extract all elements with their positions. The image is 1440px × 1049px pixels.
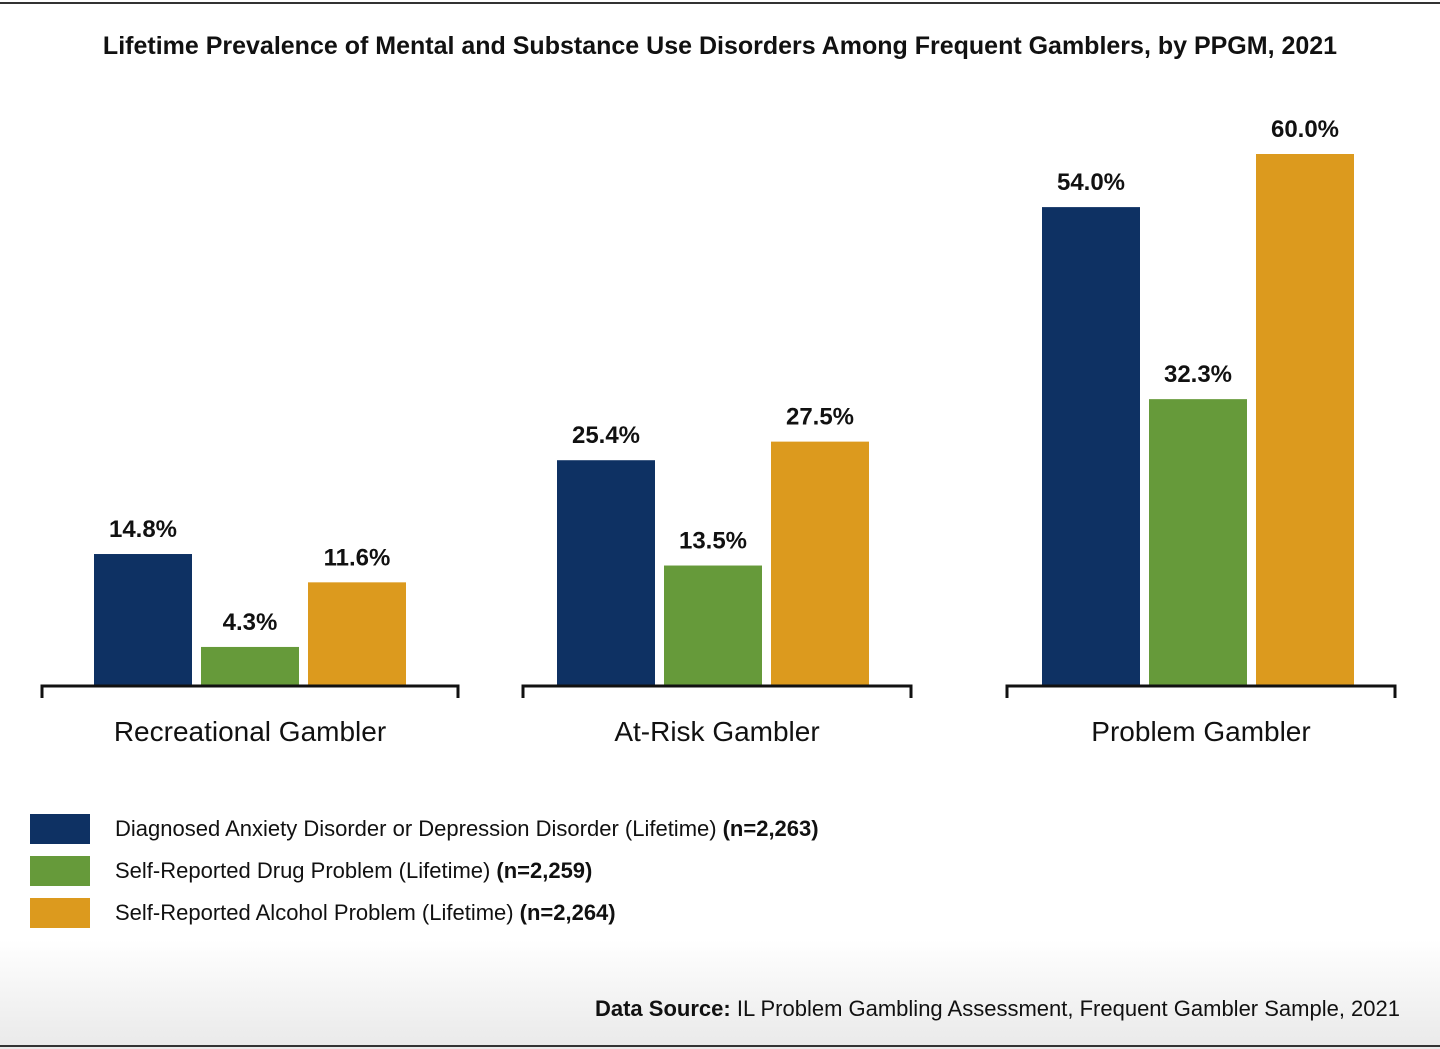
data-label: 4.3% (223, 609, 278, 636)
bar (94, 554, 192, 685)
data-label: 11.6% (324, 544, 391, 571)
category-axis-bracket (521, 684, 913, 698)
legend-n: (n=2,259) (496, 858, 593, 883)
bar (308, 582, 406, 685)
legend-label: Self-Reported Alcohol Problem (Lifetime) (115, 900, 514, 925)
bar (664, 565, 762, 685)
legend-item: Self-Reported Drug Problem (Lifetime) (n… (30, 850, 819, 892)
bar (1042, 207, 1140, 685)
legend-item: Self-Reported Alcohol Problem (Lifetime)… (30, 892, 819, 934)
data-label: 32.3% (1164, 361, 1232, 388)
legend-swatch (30, 814, 90, 844)
data-label: 13.5% (679, 528, 747, 555)
data-label: 14.8% (109, 516, 177, 543)
legend-label: Self-Reported Drug Problem (Lifetime) (115, 858, 491, 883)
chart-title: Lifetime Prevalence of Mental and Substa… (102, 32, 1338, 60)
data-source: Data Source: IL Problem Gambling Assessm… (595, 996, 1400, 1022)
top-rule (0, 2, 1440, 4)
legend-swatch (30, 856, 90, 886)
bar (771, 441, 869, 685)
legend-swatch (30, 898, 90, 928)
bar (1256, 154, 1354, 685)
category-label: Problem Gambler (1091, 716, 1310, 747)
data-label: 25.4% (572, 422, 640, 449)
legend: Diagnosed Anxiety Disorder or Depression… (30, 808, 819, 934)
source-text: IL Problem Gambling Assessment, Frequent… (736, 996, 1400, 1021)
bottom-rule (0, 1045, 1440, 1047)
legend-label: Diagnosed Anxiety Disorder or Depression… (115, 816, 717, 841)
category-label: At-Risk Gambler (614, 716, 819, 747)
legend-n: (n=2,263) (722, 816, 819, 841)
category-axis-bracket (40, 684, 460, 698)
legend-item: Diagnosed Anxiety Disorder or Depression… (30, 808, 819, 850)
bar (557, 460, 655, 685)
category-label: Recreational Gambler (114, 716, 386, 747)
legend-n: (n=2,264) (519, 900, 616, 925)
source-label: Data Source: (594, 996, 731, 1021)
bar-chart: 14.8% 4.3% 11.6% Recreational Gambler 25.4% 1… (40, 116, 1397, 747)
data-label: 27.5% (786, 404, 854, 431)
category-axis-bracket (1005, 684, 1397, 698)
data-label: 60.0% (1271, 116, 1339, 143)
bar (1149, 399, 1247, 685)
bar (201, 646, 299, 685)
data-label: 54.0% (1057, 169, 1125, 196)
